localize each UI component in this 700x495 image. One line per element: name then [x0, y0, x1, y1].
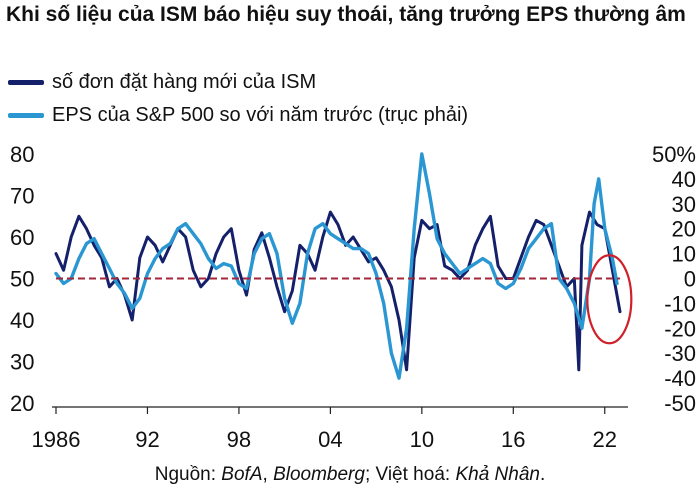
source-sep-1: ,: [262, 464, 274, 485]
y-left-tick-1: 70: [10, 184, 34, 209]
source-translator: Khả Nhân: [455, 464, 540, 485]
x-tick-label-6: 22: [593, 427, 617, 452]
y-right-tick-5: 0: [684, 267, 696, 292]
y-right-tick-7: -20: [664, 316, 696, 341]
y-right-tick-2: 30: [672, 192, 696, 217]
x-tick-label-5: 16: [501, 427, 525, 452]
chart-title: Khi số liệu của ISM báo hiệu suy thoái, …: [6, 3, 686, 26]
series-lines: [54, 152, 622, 380]
legend-label-eps: EPS của S&P 500 so với năm trước (trục p…: [52, 104, 469, 126]
legend-label-ism: số đơn đặt hàng mới của ISM: [52, 71, 317, 93]
y-left-tick-2: 60: [10, 225, 34, 250]
y-right-tick-6: -10: [664, 291, 696, 316]
y-right-tick-1: 40: [672, 167, 696, 192]
legend-swatch-eps: [8, 113, 44, 118]
series-line-0: [54, 210, 622, 372]
x-tick-label-1: 92: [135, 427, 159, 452]
y-left-ticks: 80 70 60 50 40 30 20: [10, 142, 34, 416]
legend-swatch-ism: [8, 80, 44, 85]
x-tick-label-2: 98: [227, 427, 251, 452]
y-left-tick-6: 20: [10, 391, 34, 416]
x-tick-label-3: 04: [318, 427, 342, 452]
y-left-tick-0: 80: [10, 142, 34, 167]
y-right-tick-8: -30: [664, 341, 696, 366]
legend-item-eps: EPS của S&P 500 so với năm trước (trục p…: [8, 99, 468, 132]
source-end: .: [539, 464, 546, 485]
x-ticks: 1986 92 98 04 10 16 22: [32, 407, 617, 452]
legend-item-ism: số đơn đặt hàng mới của ISM: [8, 66, 468, 99]
legend: số đơn đặt hàng mới của ISM EPS của S&P …: [8, 66, 468, 132]
source-label: Nguồn:: [154, 464, 222, 485]
y-left-tick-5: 30: [10, 350, 34, 375]
y-right-tick-0: 50%: [652, 142, 696, 167]
source-bofa: BofA: [221, 464, 263, 485]
y-left-tick-3: 50: [10, 267, 34, 292]
y-right-tick-3: 20: [672, 217, 696, 242]
series-line-1: [54, 152, 619, 380]
x-tick-label-0: 1986: [32, 427, 81, 452]
highlight-ellipse: [586, 254, 633, 345]
source-sep-2: ; Việt hoá:: [364, 464, 456, 485]
y-right-tick-9: -40: [664, 366, 696, 391]
source-bloomberg: Bloomberg: [273, 464, 365, 485]
y-right-tick-4: 10: [672, 242, 696, 267]
source-note: Nguồn: BofA, Bloomberg; Việt hoá: Khả Nh…: [0, 464, 700, 486]
x-tick-label-4: 10: [410, 427, 434, 452]
y-right-tick-10: -50: [664, 391, 696, 416]
y-left-tick-4: 40: [10, 308, 34, 333]
